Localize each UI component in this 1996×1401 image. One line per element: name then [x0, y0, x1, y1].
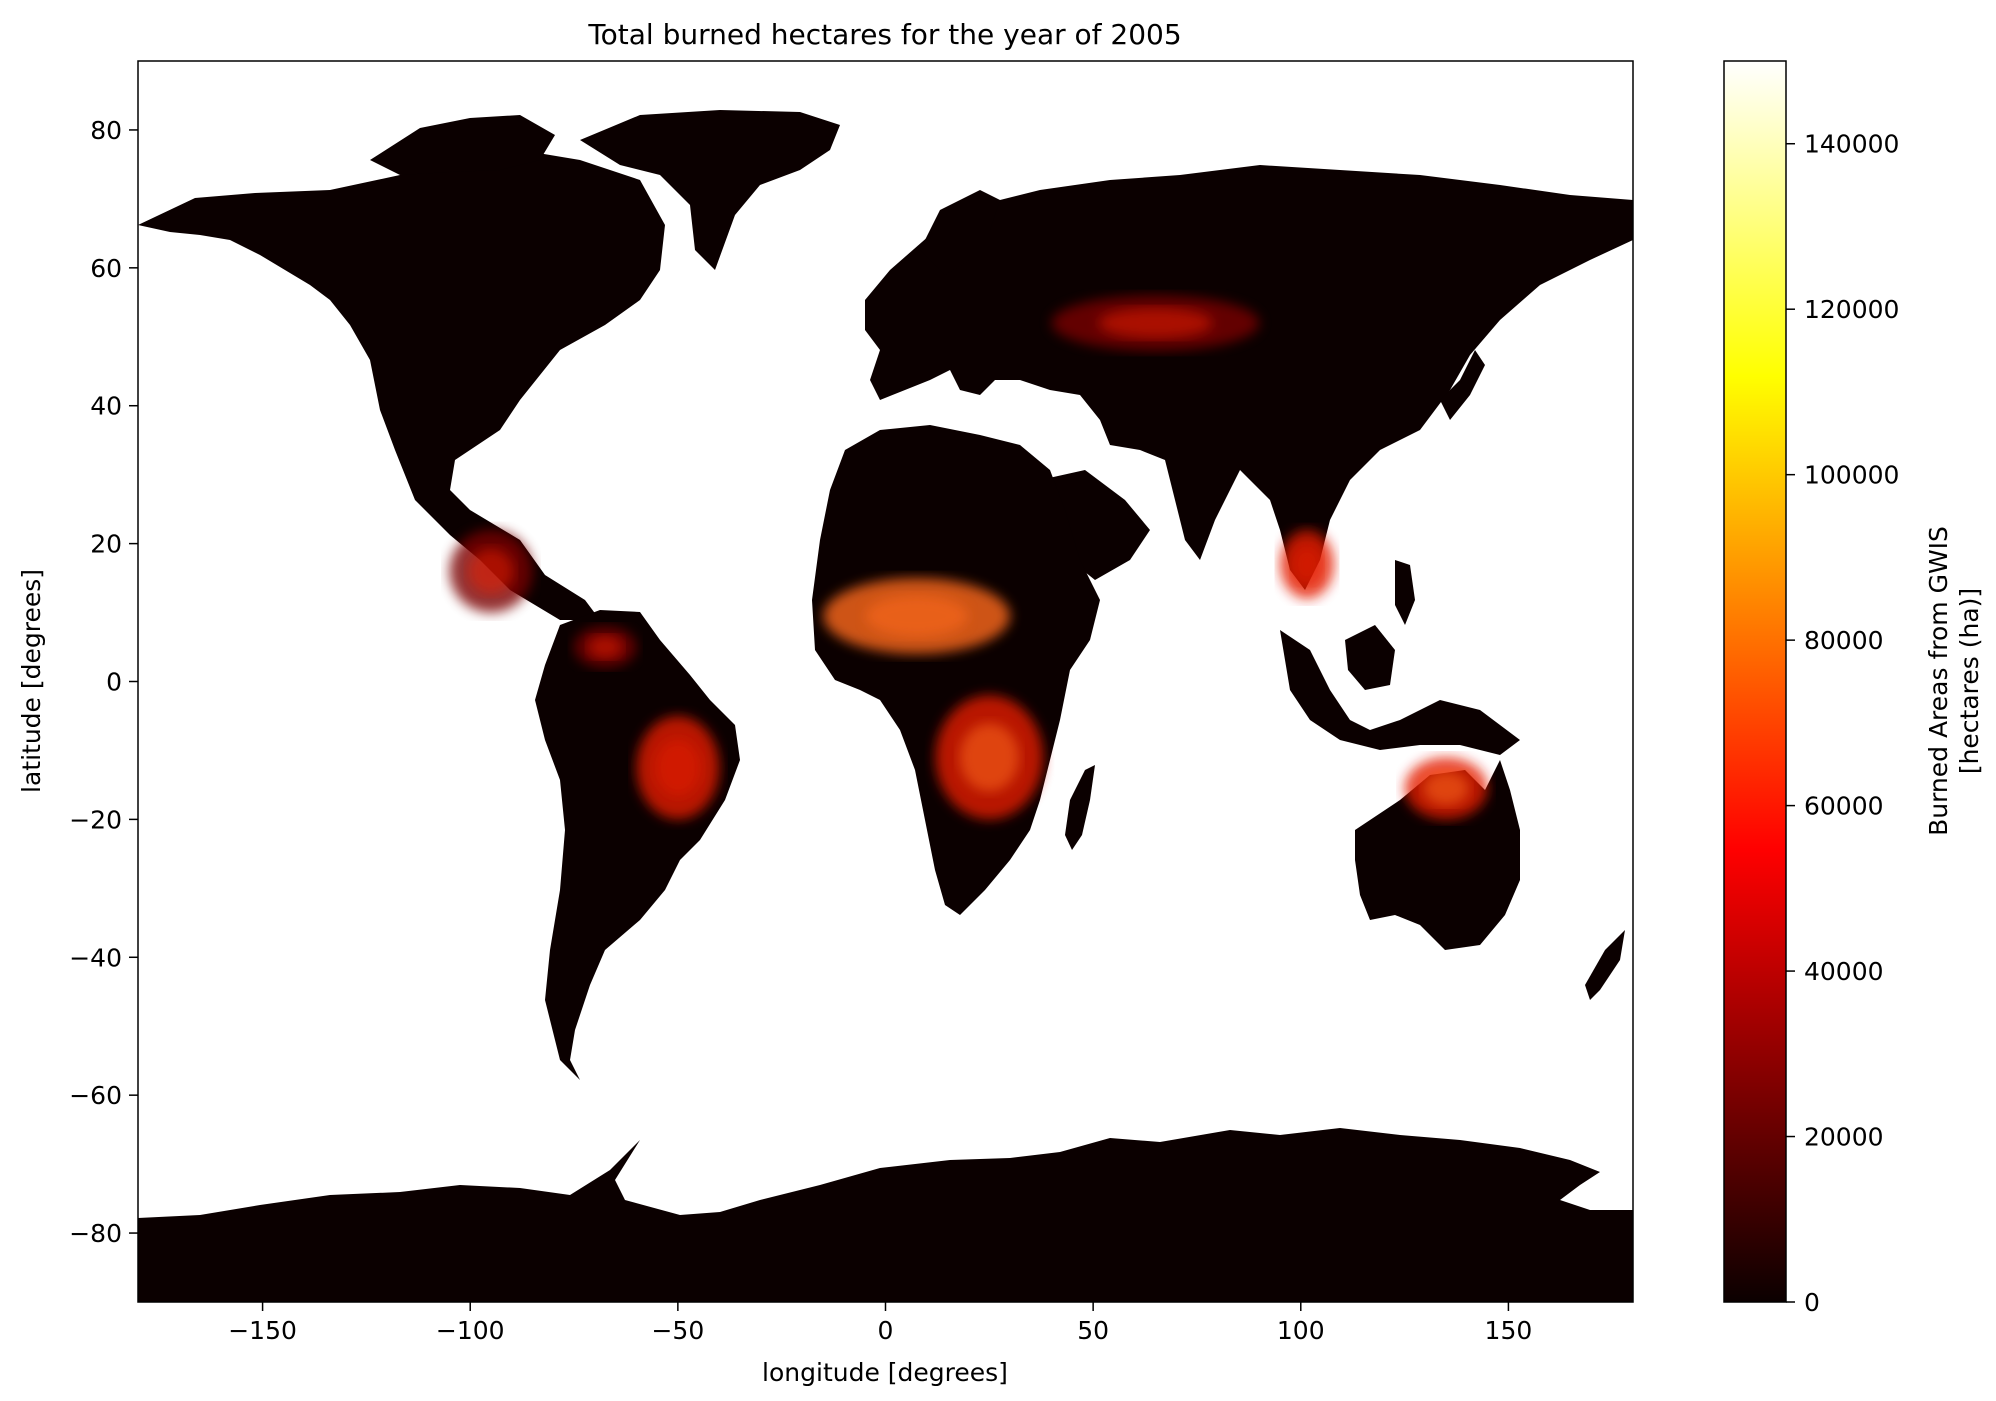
landmass-japan [1440, 350, 1485, 420]
colorbar-tick-label: 60000 [1804, 792, 1884, 821]
colorbar-tick-label: 20000 [1804, 1123, 1884, 1152]
colorbar-tick-label: 40000 [1804, 957, 1884, 986]
y-tick-label: 0 [106, 668, 122, 697]
landmass-madagascar [1065, 765, 1095, 850]
landmass-greenland [580, 110, 840, 270]
colorbar-axis: 0 20000 40000 60000 80000 100000 120000 140000 [1786, 130, 1899, 1317]
x-tick-label: −150 [228, 1316, 297, 1345]
colorbar-tick-label: 80000 [1804, 626, 1884, 655]
y-tick-label: −60 [69, 1081, 122, 1110]
burn-hotspot-core [1292, 545, 1322, 584]
x-tick-label: −100 [436, 1316, 505, 1345]
y-tick-label: 20 [90, 530, 122, 559]
colorbar-tick-label: 0 [1804, 1288, 1820, 1317]
x-tick-label: 150 [1485, 1316, 1533, 1345]
colorbar-label-line1: Burned Areas from GWIS [1924, 526, 1953, 836]
colorbar-tick-label: 120000 [1804, 295, 1899, 324]
landmass-antarctica [138, 1128, 1633, 1302]
burn-hotspot-core [1423, 771, 1469, 806]
x-tick-label: 100 [1277, 1316, 1325, 1345]
burn-hotspot-core [865, 595, 969, 637]
burn-hotspot-core [588, 635, 623, 659]
colorbar [1724, 61, 1786, 1302]
x-tick-label: −50 [651, 1316, 704, 1345]
colorbar-label: Burned Areas from GWIS [hectares (ha)] [1924, 526, 1984, 836]
burn-hotspots-layer [449, 295, 1488, 820]
x-axis-label: longitude [degrees] [762, 1358, 1008, 1387]
y-tick-label: −80 [69, 1219, 122, 1248]
y-axis-label: latitude [degrees] [17, 569, 46, 793]
landmass-scandinavia [920, 190, 1000, 275]
y-tick-label: 80 [90, 116, 122, 145]
landmass-maritime-southeast-asia [1280, 630, 1520, 755]
colorbar-label-line2: [hectares (ha)] [1955, 588, 1984, 774]
landmass-eurasia [865, 165, 1633, 590]
y-tick-label: −20 [69, 805, 122, 834]
burn-hotspot-core [1098, 307, 1213, 339]
landmass-new-zealand [1585, 930, 1625, 1000]
x-tick-label: 50 [1077, 1316, 1109, 1345]
x-axis: −150 −100 −50 0 50 100 150 [228, 1302, 1532, 1345]
colorbar-tick-label: 140000 [1804, 130, 1899, 159]
burn-hotspot-core [468, 548, 514, 594]
x-tick-label: 0 [878, 1316, 894, 1345]
colorbar-tick-label: 100000 [1804, 461, 1899, 490]
colorbar-frame [1723, 60, 1787, 1303]
y-tick-label: 40 [90, 392, 122, 421]
landmass-arctic-islands [370, 115, 555, 175]
chart-title: Total burned hectares for the year of 20… [587, 18, 1181, 51]
y-tick-label: −40 [69, 943, 122, 972]
burn-hotspot-core [655, 739, 701, 797]
landmass-borneo [1345, 625, 1395, 690]
burn-hotspot-core [959, 723, 1020, 792]
landmass-philippines [1395, 560, 1415, 625]
y-tick-label: 60 [90, 254, 122, 283]
landmass-north-america [138, 150, 665, 620]
map-plot-area [138, 61, 1633, 1302]
land-masses [138, 110, 1633, 1302]
y-axis: −80 −60 −40 −20 0 20 40 60 80 [69, 116, 138, 1248]
